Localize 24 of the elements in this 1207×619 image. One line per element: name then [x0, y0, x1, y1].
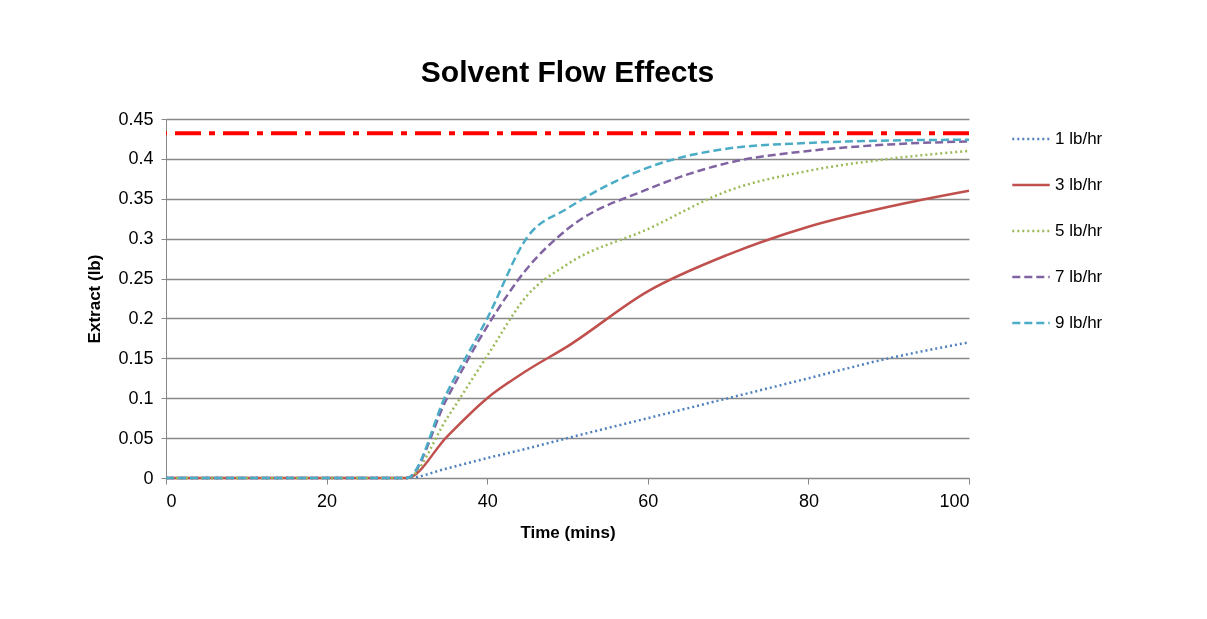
y-tick-label: 0.25	[118, 268, 154, 289]
y-tick-label: 0	[143, 467, 154, 488]
y-tick-label: 0.45	[118, 108, 154, 129]
legend-label: 7 lb/hr	[1055, 267, 1103, 286]
x-tick-label: 20	[317, 490, 338, 511]
y-tick-label: 0.15	[118, 347, 154, 368]
legend-label: 5 lb/hr	[1055, 221, 1103, 240]
y-tick-label: 0.35	[118, 188, 154, 209]
y-axis-title: Extract (lb)	[85, 254, 105, 344]
y-tick-label: 0.1	[128, 387, 154, 408]
x-tick-label: 100	[939, 490, 970, 511]
x-tick-label: 0	[166, 490, 177, 511]
x-tick-label: 80	[798, 490, 819, 511]
x-tick-label: 60	[638, 490, 659, 511]
chart-title: Solvent Flow Effects	[420, 55, 715, 88]
y-tick-label: 0.05	[118, 427, 154, 448]
x-tick-label: 40	[477, 490, 498, 511]
legend-label: 3 lb/hr	[1055, 175, 1103, 194]
legend-label: 1 lb/hr	[1055, 129, 1103, 148]
y-tick-label: 0.2	[128, 307, 154, 328]
y-tick-label: 0.4	[128, 148, 154, 169]
x-axis-title: Time (mins)	[520, 522, 616, 542]
y-tick-label: 0.3	[128, 228, 154, 249]
legend-label: 9 lb/hr	[1055, 313, 1103, 332]
